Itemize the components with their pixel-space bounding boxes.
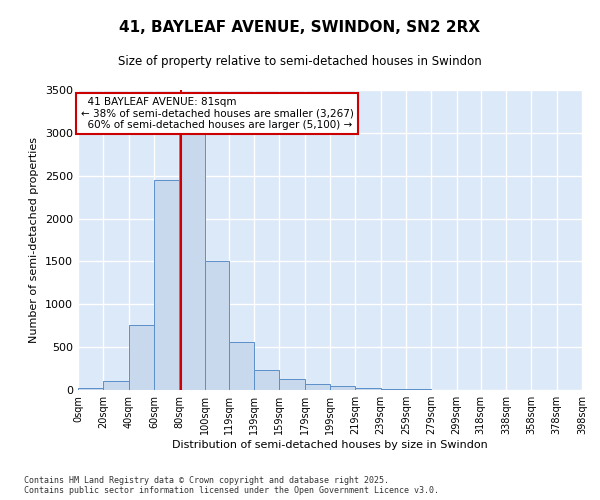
Bar (380, 388, 406, 390)
Bar (355, 388, 380, 390)
Bar (305, 384, 330, 390)
Bar (330, 386, 355, 390)
Text: Size of property relative to semi-detached houses in Swindon: Size of property relative to semi-detach… (118, 55, 482, 68)
Bar (229, 342, 254, 390)
Bar (179, 109, 205, 390)
X-axis label: Distribution of semi-detached houses by size in Swindon: Distribution of semi-detached houses by … (172, 440, 488, 450)
Text: Contains HM Land Registry data © Crown copyright and database right 2025.
Contai: Contains HM Land Registry data © Crown c… (24, 476, 439, 495)
Text: 41 BAYLEAF AVENUE: 81sqm
← 38% of semi-detached houses are smaller (3,267)
  60%: 41 BAYLEAF AVENUE: 81sqm ← 38% of semi-d… (80, 97, 353, 130)
Bar (78, 388, 103, 390)
Bar (154, 180, 179, 390)
Bar (103, 382, 128, 390)
Text: 41, BAYLEAF AVENUE, SWINDON, SN2 2RX: 41, BAYLEAF AVENUE, SWINDON, SN2 2RX (119, 20, 481, 35)
Bar (280, 379, 305, 390)
Bar (254, 370, 280, 390)
Y-axis label: Number of semi-detached properties: Number of semi-detached properties (29, 137, 40, 343)
Bar (205, 262, 229, 390)
Bar (128, 325, 154, 390)
